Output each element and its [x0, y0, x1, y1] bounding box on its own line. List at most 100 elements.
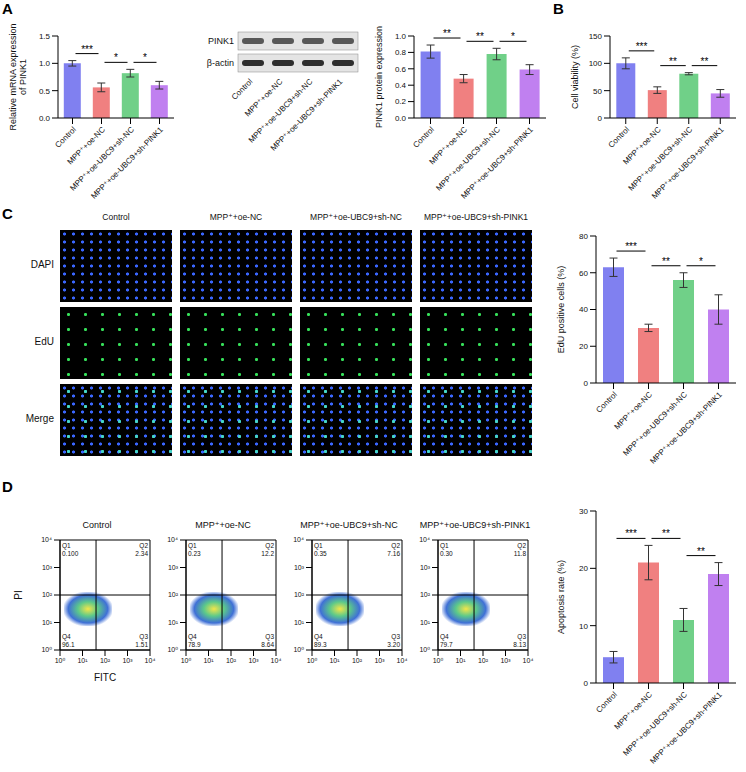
svg-text:MPP⁺+oe-UBC9+sh-PINK1: MPP⁺+oe-UBC9+sh-PINK1: [648, 390, 724, 465]
svg-text:10³: 10³: [122, 657, 133, 664]
svg-text:0.0: 0.0: [395, 114, 407, 123]
svg-text:20: 20: [579, 564, 588, 573]
svg-text:Q33.20: Q33.20: [387, 633, 400, 648]
svg-text:10²: 10²: [100, 657, 111, 664]
svg-text:Control: Control: [411, 125, 436, 150]
svg-text:Q10.100: Q10.100: [62, 542, 79, 557]
svg-text:**: **: [669, 56, 677, 67]
svg-text:10¹: 10¹: [420, 619, 431, 626]
svg-text:10: 10: [579, 622, 588, 631]
svg-text:***: ***: [625, 528, 637, 539]
svg-text:Q10.30: Q10.30: [440, 542, 453, 557]
svg-text:50: 50: [593, 87, 602, 96]
svg-text:10¹: 10¹: [455, 657, 466, 664]
svg-text:10³: 10³: [500, 657, 511, 664]
svg-text:40: 40: [579, 305, 588, 314]
svg-text:*: *: [699, 256, 703, 267]
svg-text:10²: 10²: [226, 657, 237, 664]
svg-text:10⁴: 10⁴: [397, 657, 408, 664]
svg-text:β-actin: β-actin: [207, 58, 234, 68]
svg-text:10²: 10²: [168, 591, 179, 598]
svg-text:10¹: 10¹: [77, 657, 88, 664]
svg-text:Q479.7: Q479.7: [440, 633, 453, 648]
svg-text:10²: 10²: [294, 591, 305, 598]
svg-text:**: **: [443, 28, 451, 39]
svg-text:**: **: [662, 256, 670, 267]
svg-text:20: 20: [579, 342, 588, 351]
svg-text:of PINK1: of PINK1: [18, 59, 28, 95]
svg-text:10¹: 10¹: [42, 619, 53, 626]
svg-text:10⁰: 10⁰: [41, 646, 52, 653]
svg-text:Q27.16: Q27.16: [387, 542, 400, 557]
svg-text:Control: Control: [594, 390, 619, 415]
svg-text:MPP⁺+oe-UBC9+sh-PINK1: MPP⁺+oe-UBC9+sh-PINK1: [650, 125, 726, 200]
svg-text:**: **: [662, 528, 670, 539]
svg-text:Cell viability (%): Cell viability (%): [570, 45, 580, 109]
svg-text:PINK1: PINK1: [208, 36, 234, 46]
svg-text:0: 0: [584, 379, 589, 388]
svg-text:Control: Control: [230, 77, 255, 102]
svg-text:10³: 10³: [248, 657, 259, 664]
svg-text:Control: Control: [607, 125, 632, 150]
svg-text:MPP⁺+oe-UBC9+sh-NC: MPP⁺+oe-UBC9+sh-NC: [434, 125, 502, 193]
svg-text:30: 30: [579, 507, 588, 516]
svg-text:Q212.2: Q212.2: [261, 542, 274, 557]
svg-text:10¹: 10¹: [203, 657, 214, 664]
svg-text:80: 80: [579, 232, 588, 241]
svg-text:Q38.64: Q38.64: [261, 633, 274, 648]
svg-text:100: 100: [589, 59, 603, 68]
svg-text:0.6: 0.6: [395, 65, 407, 74]
svg-text:***: ***: [636, 41, 648, 52]
svg-text:Q211.8: Q211.8: [514, 542, 527, 557]
svg-text:Q489.3: Q489.3: [314, 633, 327, 648]
svg-text:10⁰: 10⁰: [307, 657, 318, 664]
svg-text:**: **: [697, 546, 705, 557]
svg-text:0.0: 0.0: [39, 114, 51, 123]
svg-text:Relative mRNA expression: Relative mRNA expression: [8, 23, 18, 130]
svg-text:**: **: [476, 31, 484, 42]
svg-text:10⁴: 10⁴: [523, 657, 534, 664]
svg-text:0: 0: [584, 679, 589, 688]
svg-text:10⁴: 10⁴: [145, 657, 156, 664]
svg-text:10⁰: 10⁰: [433, 657, 444, 664]
svg-text:10³: 10³: [420, 564, 431, 571]
svg-text:Q31.51: Q31.51: [135, 633, 148, 648]
svg-text:10³: 10³: [168, 564, 179, 571]
svg-text:10²: 10²: [478, 657, 489, 664]
svg-text:10⁰: 10⁰: [55, 657, 66, 664]
svg-text:10³: 10³: [42, 564, 53, 571]
svg-text:0.2: 0.2: [395, 97, 407, 106]
svg-text:0: 0: [598, 114, 603, 123]
svg-text:10²: 10²: [420, 591, 431, 598]
svg-text:MPP⁺+oe-UBC9+sh-PINK1: MPP⁺+oe-UBC9+sh-PINK1: [269, 77, 345, 153]
svg-text:60: 60: [579, 269, 588, 278]
svg-text:10¹: 10¹: [168, 619, 179, 626]
svg-text:10⁰: 10⁰: [293, 646, 304, 653]
svg-text:*: *: [114, 52, 118, 63]
svg-text:10⁰: 10⁰: [181, 657, 192, 664]
svg-text:10⁴: 10⁴: [271, 657, 282, 664]
svg-text:PI: PI: [13, 590, 24, 599]
svg-text:1.0: 1.0: [395, 32, 407, 41]
svg-text:*: *: [143, 52, 147, 63]
svg-text:10⁴: 10⁴: [419, 536, 430, 543]
svg-text:MPP⁺+oe-UBC9+sh-NC: MPP⁺+oe-UBC9+sh-NC: [627, 125, 695, 193]
svg-text:10⁴: 10⁴: [41, 536, 52, 543]
svg-text:Q10.35: Q10.35: [314, 542, 327, 557]
svg-text:10²: 10²: [42, 591, 53, 598]
svg-text:Q478.9: Q478.9: [188, 633, 201, 648]
svg-text:10⁴: 10⁴: [167, 536, 178, 543]
svg-text:*: *: [511, 31, 515, 42]
svg-text:10³: 10³: [374, 657, 385, 664]
svg-text:10¹: 10¹: [294, 619, 305, 626]
svg-text:0.8: 0.8: [395, 48, 407, 57]
svg-text:10¹: 10¹: [329, 657, 340, 664]
svg-text:Q496.1: Q496.1: [62, 633, 75, 648]
svg-text:0.4: 0.4: [395, 81, 407, 90]
svg-text:MPP⁺+oe-UBC9+sh-PINK1: MPP⁺+oe-UBC9+sh-PINK1: [459, 125, 535, 200]
svg-text:MPP⁺+oe-UBC9+sh-PINK1: MPP⁺+oe-UBC9+sh-PINK1: [89, 125, 165, 200]
svg-text:Control: Control: [53, 125, 78, 150]
svg-text:MPP⁺+oe-UBC9+sh-NC: MPP⁺+oe-UBC9+sh-NC: [621, 390, 689, 458]
svg-text:150: 150: [589, 32, 603, 41]
svg-text:EdU positive cells (%): EdU positive cells (%): [556, 266, 566, 354]
